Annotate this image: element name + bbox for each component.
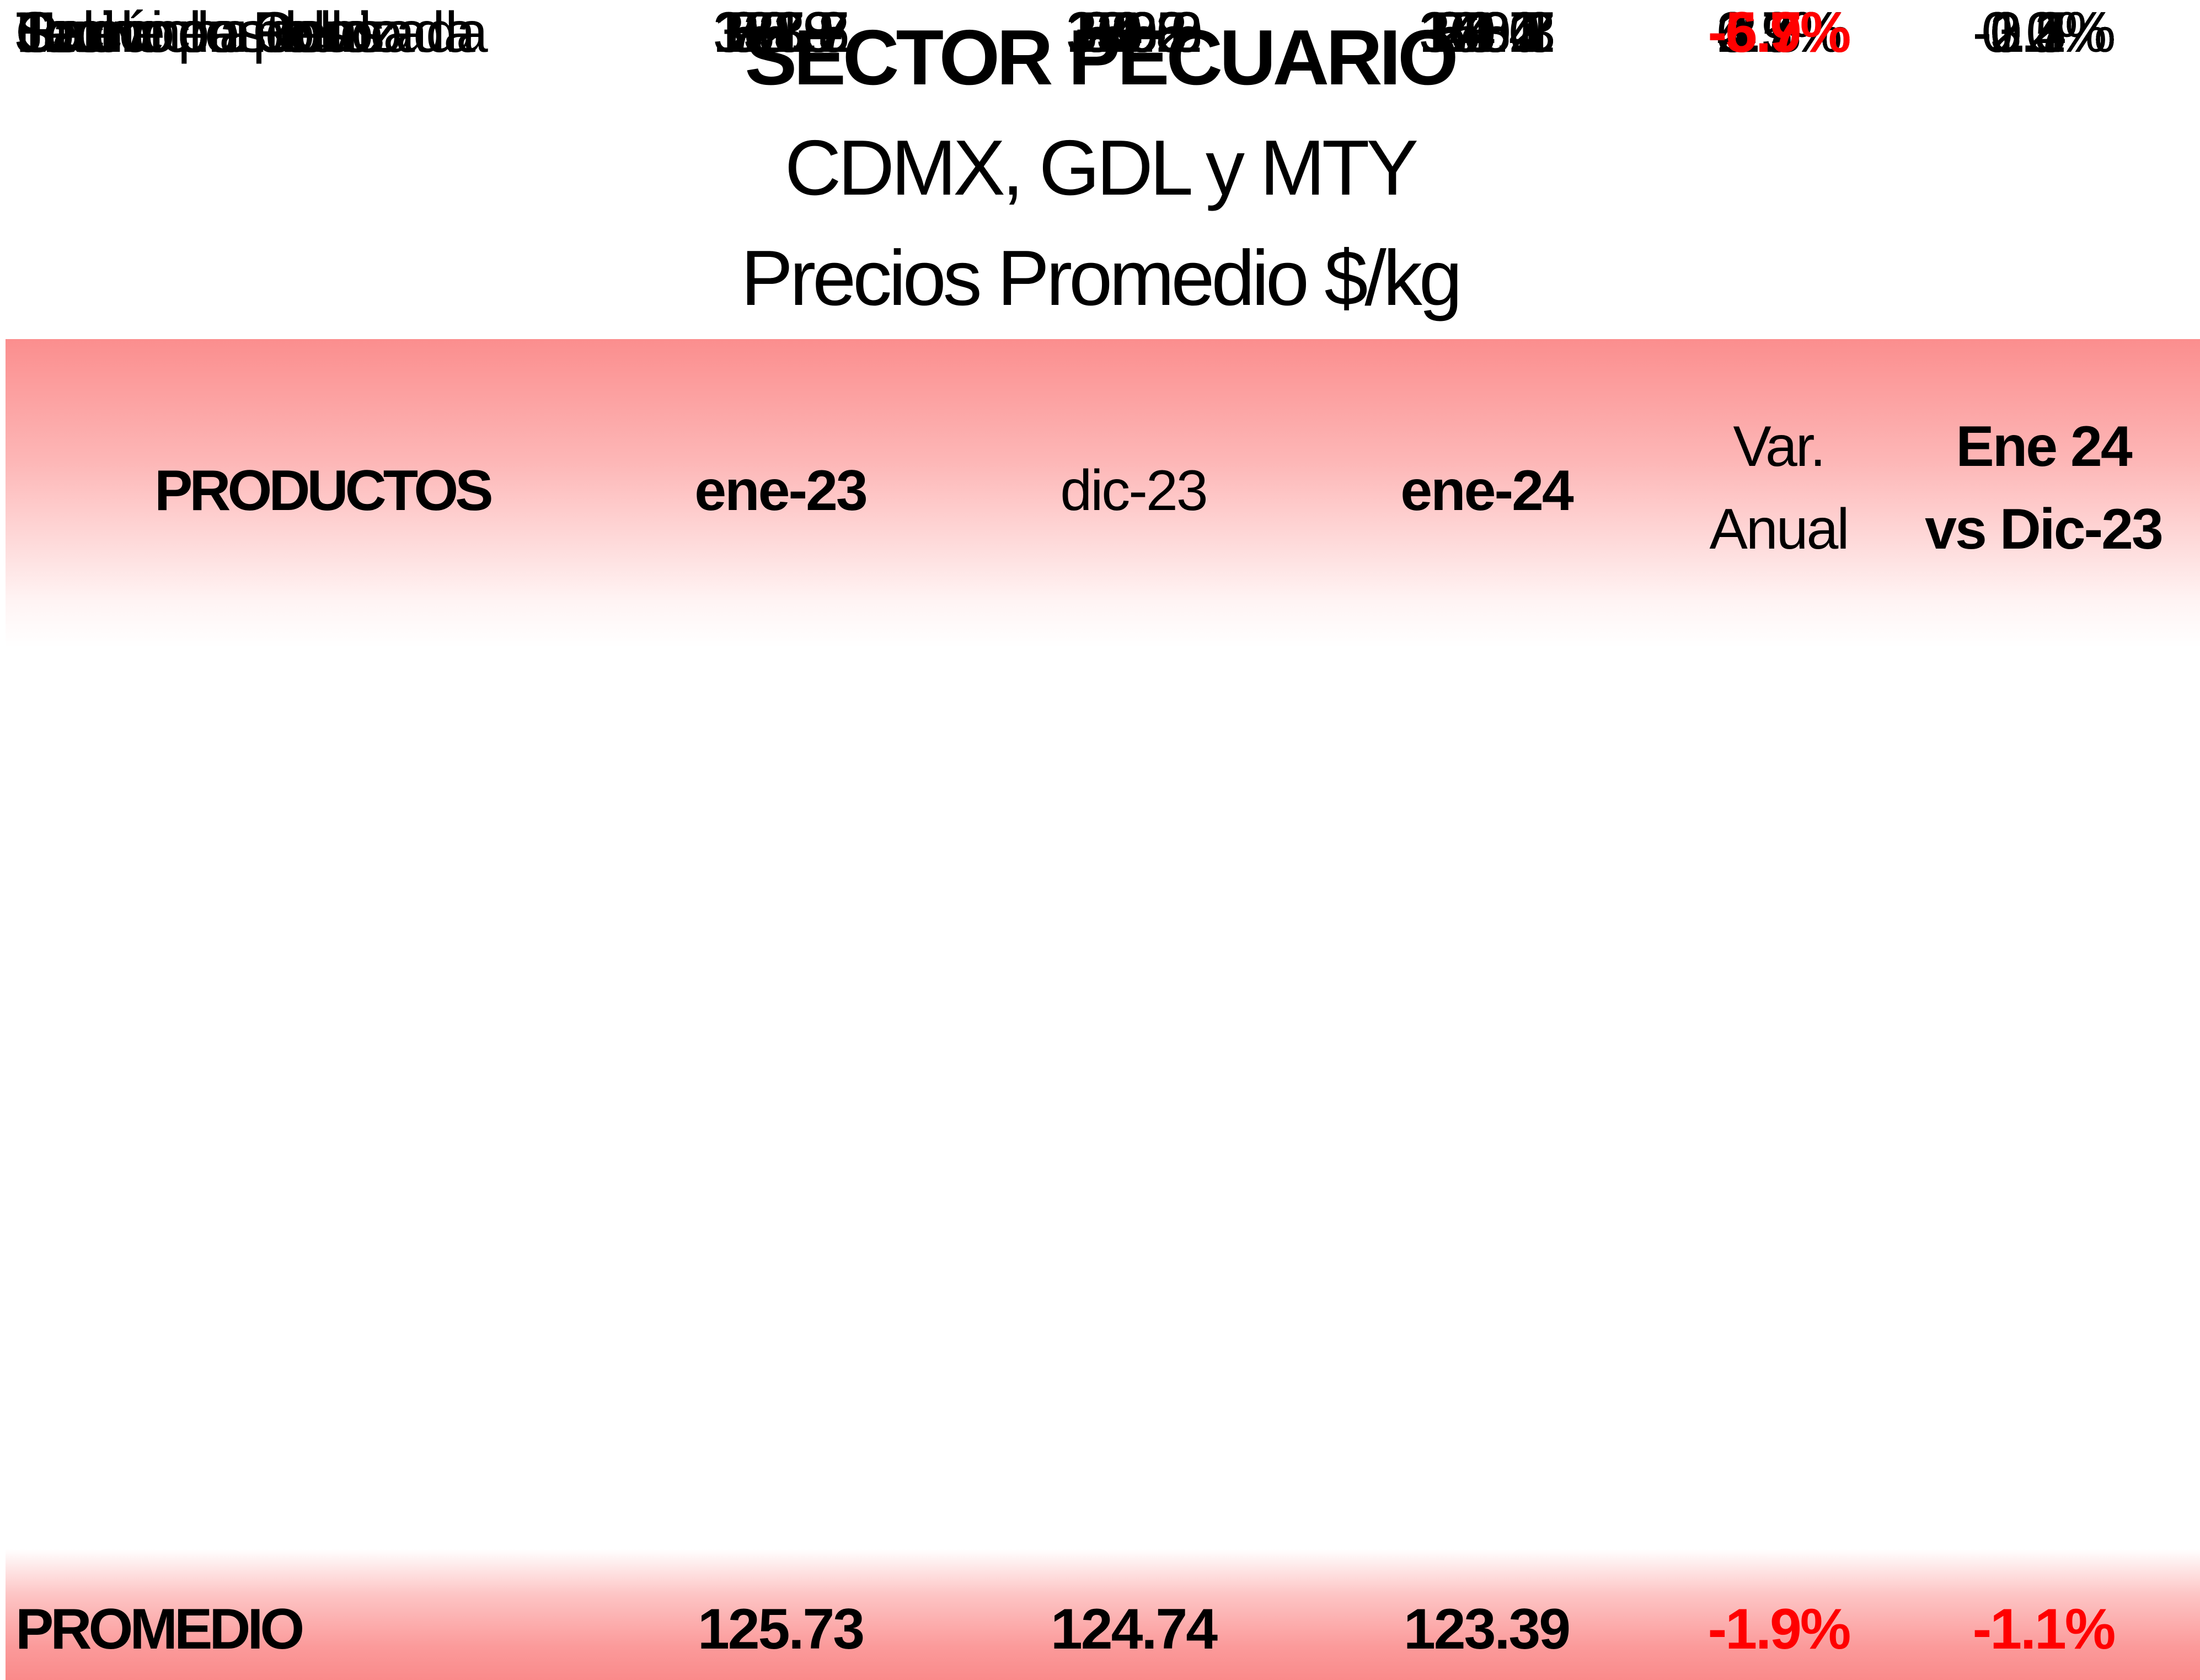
row-ene-23: 50.9 [727,1,834,65]
row-ene-24: 173.7 [1419,1,1555,65]
row-var-anual: 3.7% [1716,1,1842,65]
row-dic-23: 139.8 [1066,1,1202,65]
row-ene-24: 80.0 [1433,1,1540,65]
row-ene-24: 346.3 [1419,1,1555,65]
footer-ene-23: 125.73 [697,1597,865,1661]
row-var-anual: -4.7% [1707,1,1851,65]
row-dic-23: 81.5 [1080,1,1187,65]
footer-band [6,1549,2200,1680]
row-ene-23: 177.7 [713,1,849,65]
row-dic-23: 176.0 [1066,1,1202,65]
row-var-anual: 4.1% [1716,1,1842,65]
subtitle-cities: CDMX, GDL y MTY [784,124,1419,212]
row-var-anual: -6.9% [1707,1,1851,65]
header-dic-23: dic-23 [1060,459,1208,523]
row-dic-23: 353.6 [1066,1,1202,65]
row-ene-24: 52.2 [1433,1,1540,65]
row-var-anual: 2.5% [1716,1,1842,65]
row-var-anual: 0.9% [1716,1,1842,65]
header-var-line2: Anual [1709,497,1850,561]
row-product-name: Leche pasteurizada [15,1,488,65]
row-product-name: Salchicha [15,1,251,65]
row-product-name: Leche condensada [15,1,475,65]
row-product-name: Leche en polvo [15,1,383,65]
row-ene-24: 84.7 [1433,1,1540,65]
title-block: SECTOR PECUARIO CDMX, GDL y MTY Precios … [0,0,2200,334]
row-dic-23: 80.3 [1080,1,1187,65]
header-var-line1: Var. [1733,415,1826,479]
row-ene-24: 81.4 [1433,1,1540,65]
row-var-anual: -2.3% [1707,1,1851,65]
row-dic-23: 163.2 [1066,1,1202,65]
row-dic-23: 23.2 [1080,1,1187,65]
row-ene-23: 138.8 [713,1,849,65]
row-ene-23: 86.3 [727,1,834,65]
row-ene-24: 89.2 [1433,1,1540,65]
header-ene-23: ene-23 [694,459,868,523]
row-dic-23: 92.6 [1080,1,1187,65]
row-product-name: Carne de Cerdo [15,1,402,65]
row-ene-24: 163.3 [1419,1,1555,65]
row-ene-24: 140.1 [1419,1,1555,65]
row-var-mensual: 0.2% [1981,1,2107,65]
page-title: SECTOR PECUARIO [745,14,1458,101]
row-product-name: Carne de Pollo [15,1,373,65]
row-ene-23: 95.9 [727,1,834,65]
subtitle-units: Precios Promedio $/kg [741,234,1463,322]
row-ene-23: 76.9 [727,1,834,65]
row-dic-23: 52.5 [1080,1,1187,65]
row-var-mensual: 0.0% [1981,1,2107,65]
row-ene-24: 23.1 [1433,1,1540,65]
row-var-mensual: -0.4% [1972,1,2116,65]
row-var-anual: 1.1% [1716,1,1842,65]
header-productos: PRODUCTOS [154,459,494,523]
header-ene-24: ene-24 [1400,459,1574,523]
row-var-mensual: -0.1% [1972,1,2116,65]
row-var-mensual: -1.3% [1972,1,2116,65]
row-ene-23: 83.8 [727,1,834,65]
row-product-name: Tocino [15,1,173,65]
row-ene-23: 363.5 [713,1,849,65]
header-band [6,339,2200,648]
row-var-anual: -5.7% [1707,1,1851,65]
footer-dic-23: 124.74 [1050,1597,1218,1661]
footer-row: PROMEDIO 125.73 124.74 123.39 -1.9% -1.1… [0,1586,2200,1672]
row-var-mensual: -0.1% [1972,1,2116,65]
row-ene-23: 161.2 [713,1,849,65]
row-product-name: Huevo [15,1,175,65]
footer-label: PROMEDIO [15,1597,304,1661]
row-var-mensual: -0.4% [1972,1,2116,65]
row-dic-23: 84.8 [1080,1,1187,65]
row-product-name: Carne de Res [15,1,351,65]
row-var-mensual: -2.1% [1972,1,2116,65]
footer-ene-24: 123.39 [1403,1597,1571,1661]
footer-var-mensual: -1.1% [1972,1597,2116,1661]
row-var-anual: 1.3% [1716,1,1842,65]
footer-var-anual: -1.9% [1707,1597,1851,1661]
header-mensual-line2: vs Dic-23 [1925,497,2164,561]
row-var-mensual: -0.5% [1972,1,2116,65]
row-var-mensual: -3.7% [1972,1,2116,65]
row-ene-23: 22.3 [727,1,834,65]
row-product-name: Jamón [15,1,181,65]
header-mensual-line1: Ene 24 [1956,415,2132,479]
